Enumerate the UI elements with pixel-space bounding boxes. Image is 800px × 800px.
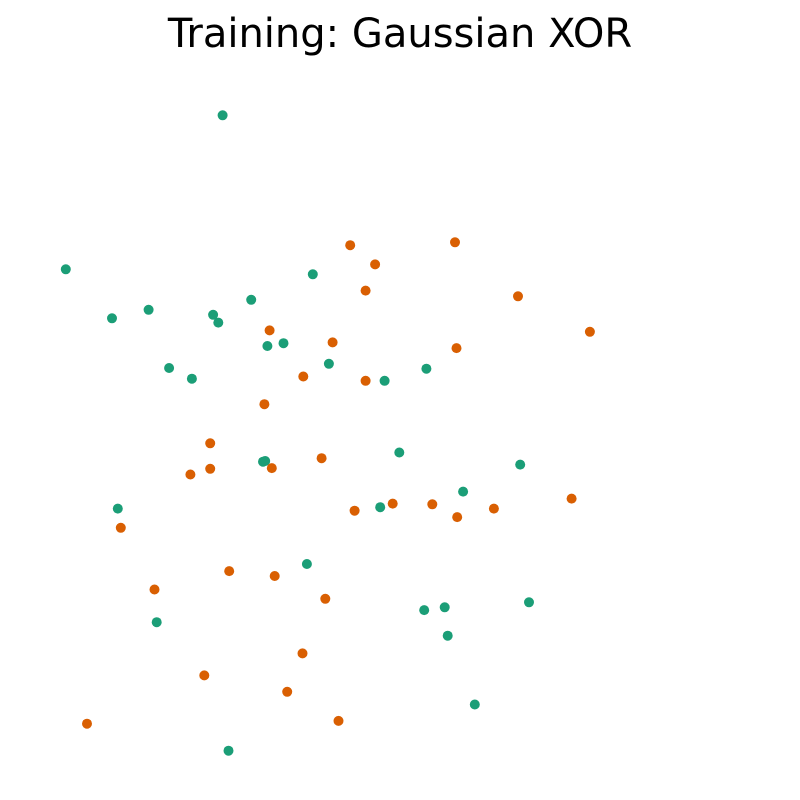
data-point-s2-33 bbox=[333, 715, 344, 726]
data-point-s2-18 bbox=[566, 493, 577, 504]
data-point-s2-24 bbox=[115, 522, 126, 533]
data-point-s2-15 bbox=[266, 463, 277, 474]
data-point-s2-2 bbox=[345, 240, 356, 251]
data-point-s2-22 bbox=[452, 512, 463, 523]
data-point-s1-24 bbox=[419, 605, 430, 616]
data-point-s2-9 bbox=[451, 343, 462, 354]
data-point-s1-9 bbox=[262, 341, 273, 351]
data-point-s2-29 bbox=[297, 648, 308, 659]
data-point-s2-20 bbox=[427, 499, 438, 510]
data-point-s1-12 bbox=[164, 363, 175, 373]
data-point-s2-8 bbox=[327, 337, 338, 348]
data-point-s2-1 bbox=[450, 237, 460, 248]
data-point-s2-16 bbox=[205, 463, 216, 474]
data-point-s1-10 bbox=[278, 338, 289, 349]
data-point-s1-20 bbox=[112, 503, 123, 514]
series-1 bbox=[60, 110, 534, 756]
data-point-s1-22 bbox=[375, 502, 386, 513]
data-point-s2-7 bbox=[264, 325, 275, 336]
data-point-s2-23 bbox=[349, 505, 360, 516]
data-point-s1-25 bbox=[439, 602, 450, 613]
data-point-s1-29 bbox=[469, 699, 480, 710]
data-point-s2-27 bbox=[149, 584, 160, 595]
data-point-s2-13 bbox=[205, 438, 216, 449]
data-point-s2-10 bbox=[298, 371, 309, 382]
data-point-s1-26 bbox=[524, 597, 534, 608]
data-point-s2-6 bbox=[584, 326, 595, 337]
data-point-s1-1 bbox=[217, 110, 228, 121]
data-point-s1-6 bbox=[143, 304, 154, 315]
data-point-s1-7 bbox=[208, 309, 219, 320]
points-layer bbox=[60, 110, 595, 756]
data-point-s1-16 bbox=[394, 447, 405, 458]
chart-title: Training: Gaussian XOR bbox=[167, 11, 633, 57]
data-point-s2-30 bbox=[199, 670, 210, 681]
data-point-s2-3 bbox=[370, 259, 381, 270]
data-point-s2-5 bbox=[513, 291, 523, 302]
series-2 bbox=[82, 237, 595, 729]
data-point-s1-14 bbox=[379, 375, 390, 386]
data-point-s2-32 bbox=[82, 718, 92, 729]
data-point-s2-31 bbox=[282, 686, 293, 697]
data-point-s1-4 bbox=[246, 294, 257, 305]
data-point-s1-19 bbox=[515, 459, 526, 470]
data-point-s2-12 bbox=[259, 399, 270, 410]
data-point-s2-14 bbox=[316, 453, 327, 464]
data-point-s1-21 bbox=[458, 486, 469, 497]
data-point-s2-28 bbox=[320, 593, 331, 604]
data-point-s2-21 bbox=[488, 503, 499, 514]
data-point-s1-2 bbox=[60, 264, 71, 275]
data-point-s1-15 bbox=[421, 363, 432, 374]
data-point-s1-18 bbox=[260, 456, 271, 466]
data-point-s2-11 bbox=[360, 375, 371, 386]
data-point-s1-5 bbox=[107, 313, 117, 324]
data-point-s2-17 bbox=[185, 469, 196, 480]
data-point-s2-26 bbox=[269, 571, 280, 581]
data-point-s1-11 bbox=[323, 358, 334, 369]
data-point-s2-19 bbox=[387, 498, 398, 509]
data-point-s1-28 bbox=[442, 630, 453, 641]
data-point-s1-23 bbox=[301, 559, 312, 569]
data-point-s1-30 bbox=[223, 745, 234, 756]
data-point-s2-25 bbox=[224, 566, 235, 577]
data-point-s1-13 bbox=[186, 373, 197, 384]
data-point-s1-8 bbox=[213, 317, 224, 328]
data-point-s1-27 bbox=[151, 617, 162, 628]
data-point-s2-4 bbox=[360, 285, 371, 296]
data-point-s1-3 bbox=[307, 269, 318, 280]
